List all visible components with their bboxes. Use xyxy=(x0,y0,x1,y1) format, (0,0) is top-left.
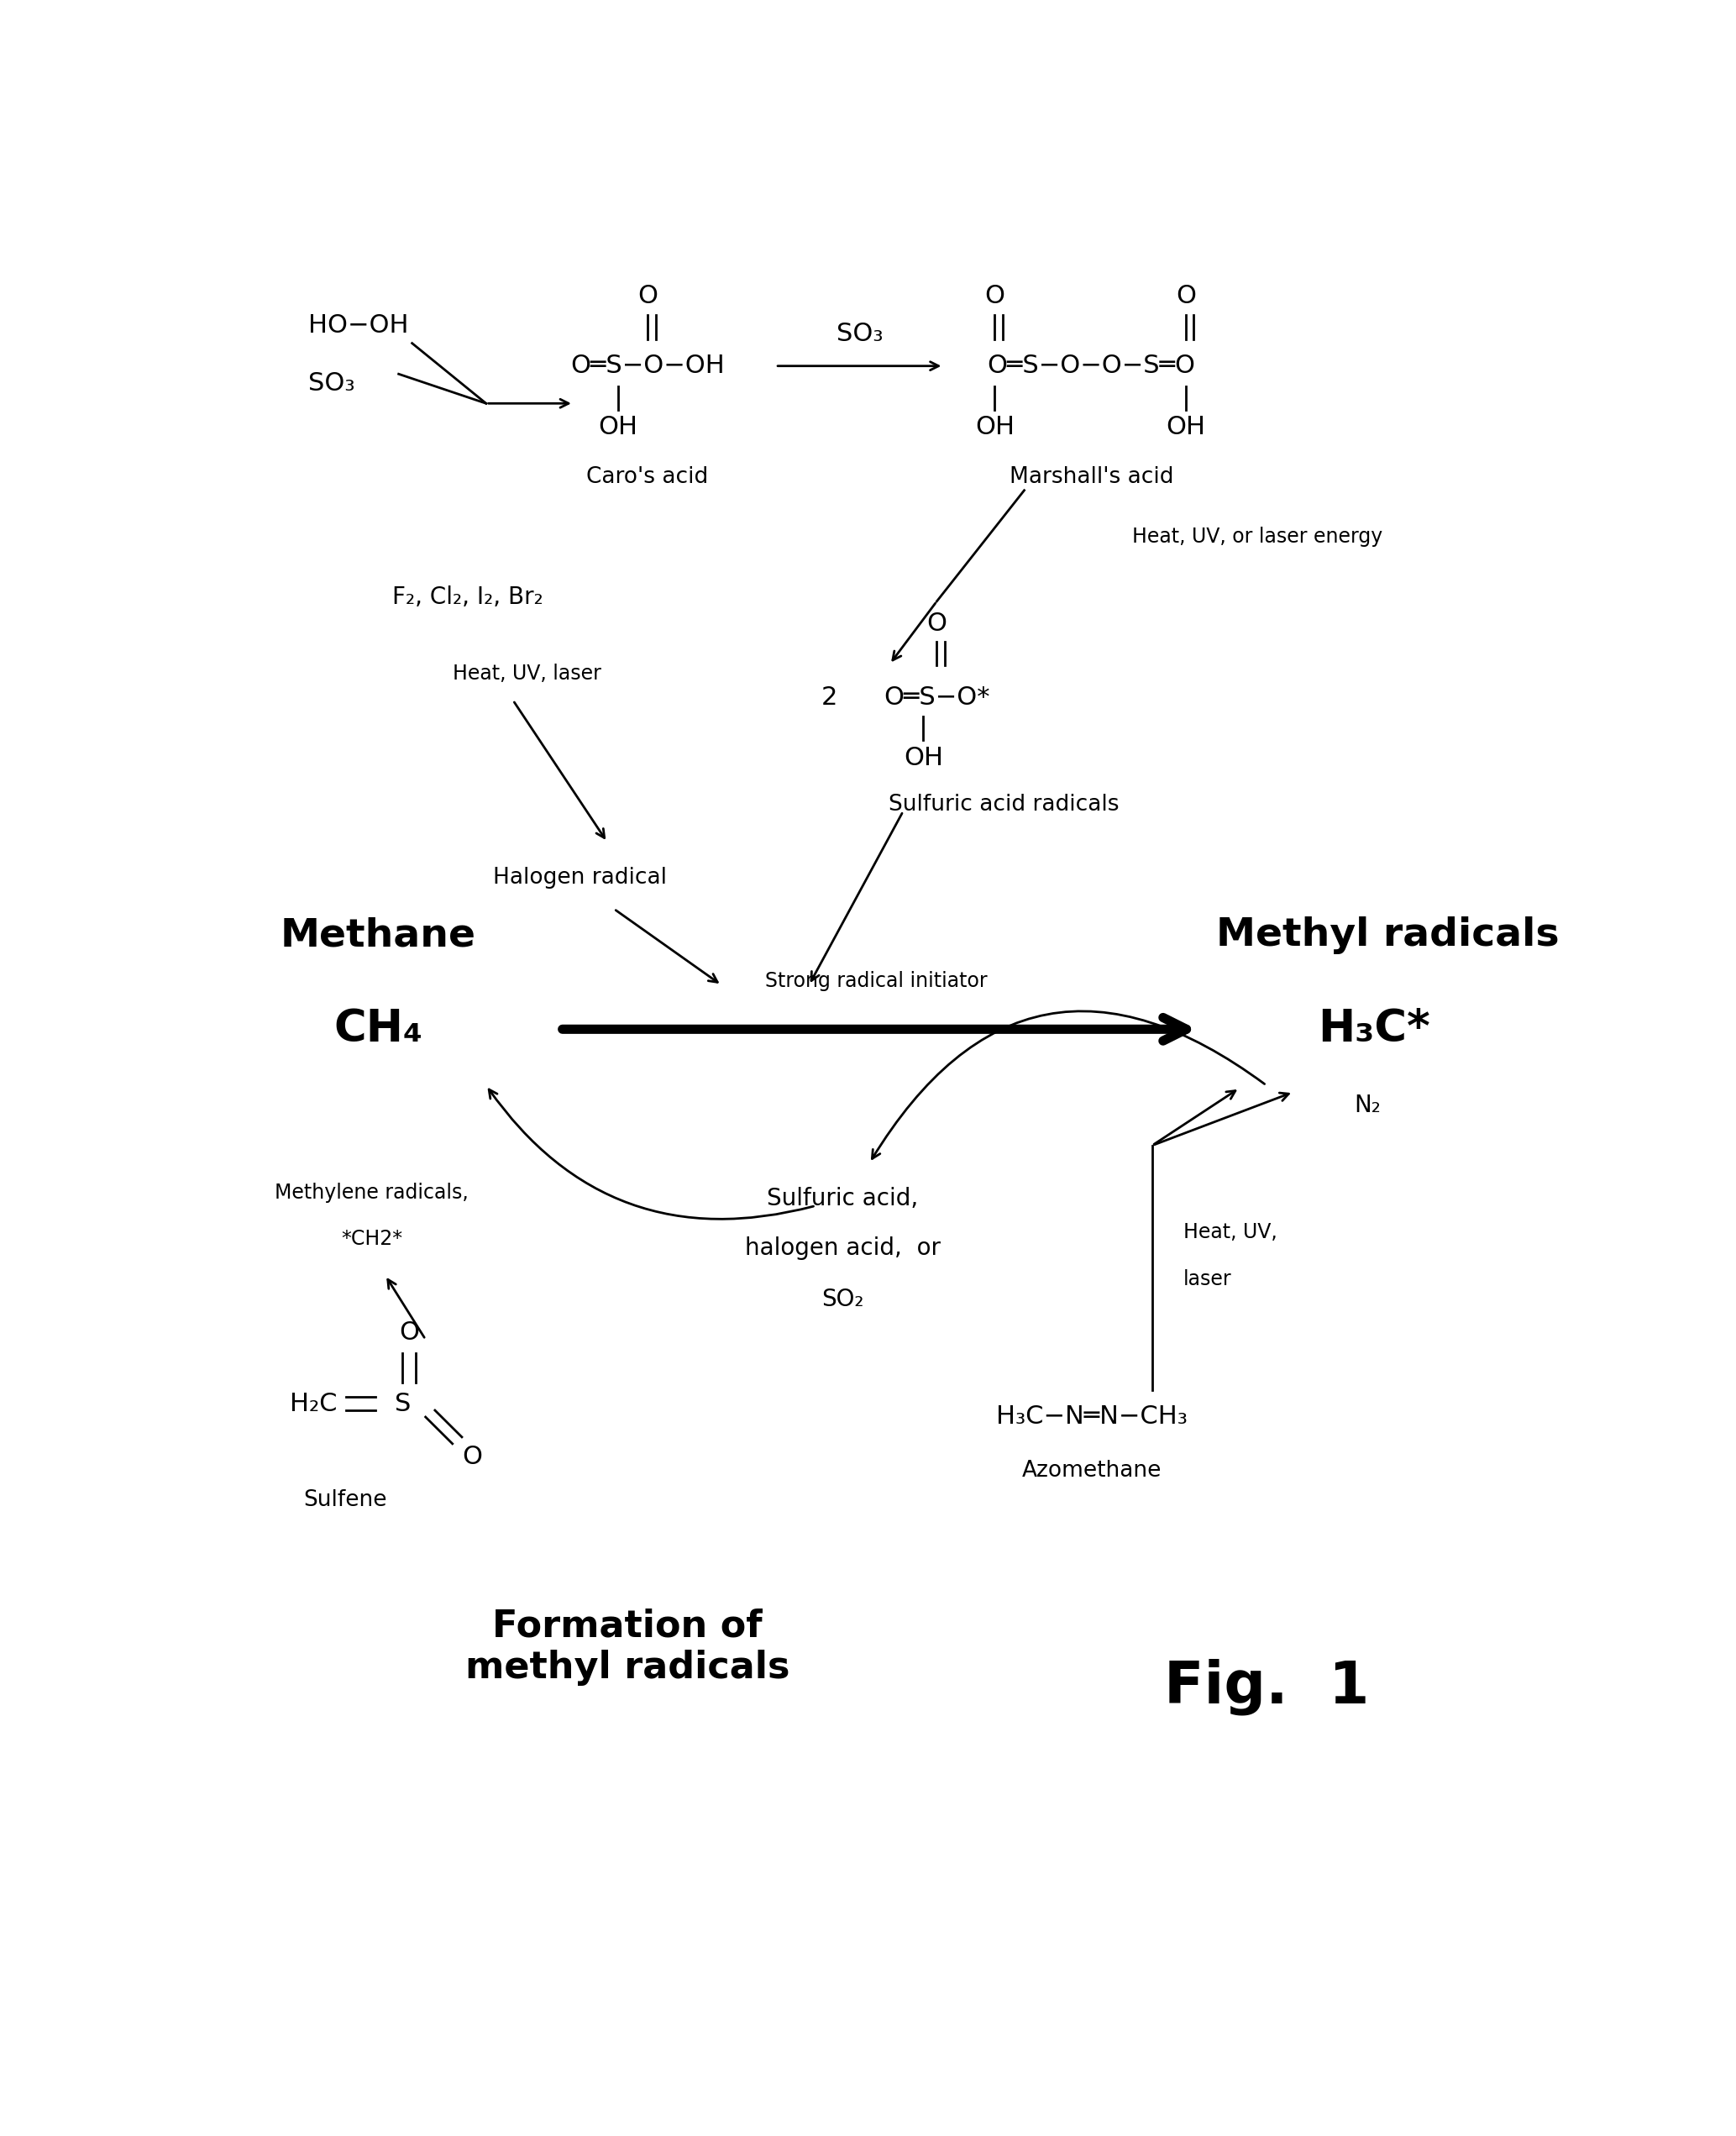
Text: laser: laser xyxy=(1182,1269,1231,1290)
Text: O: O xyxy=(399,1320,420,1346)
Text: O: O xyxy=(927,611,946,637)
Text: F₂, Cl₂, I₂, Br₂: F₂, Cl₂, I₂, Br₂ xyxy=(392,585,543,609)
Text: H₃C*: H₃C* xyxy=(1318,1008,1430,1051)
Text: OH: OH xyxy=(976,414,1014,440)
Text: OH: OH xyxy=(904,745,943,769)
Text: SO₃: SO₃ xyxy=(837,323,884,346)
Text: Methane: Methane xyxy=(281,916,476,955)
Text: OH: OH xyxy=(599,414,637,440)
Text: SO₃: SO₃ xyxy=(307,372,354,395)
Text: 2: 2 xyxy=(821,686,837,709)
Text: Heat, UV,: Heat, UV, xyxy=(1182,1222,1278,1243)
Text: Heat, UV, laser: Heat, UV, laser xyxy=(453,664,601,684)
Text: N₂: N₂ xyxy=(1354,1094,1380,1117)
Text: Heat, UV, or laser energy: Heat, UV, or laser energy xyxy=(1132,528,1382,547)
Text: O═S−O−OH: O═S−O−OH xyxy=(571,355,724,378)
Text: CH₄: CH₄ xyxy=(333,1008,424,1051)
Text: Formation of
methyl radicals: Formation of methyl radicals xyxy=(465,1608,790,1685)
Text: O═S−O−O−S═O: O═S−O−O−S═O xyxy=(988,355,1196,378)
Text: O: O xyxy=(1175,284,1196,308)
Text: S: S xyxy=(394,1391,411,1416)
Text: HO−OH: HO−OH xyxy=(307,314,408,337)
Text: O: O xyxy=(637,284,658,308)
Text: O: O xyxy=(984,284,1005,308)
Text: halogen acid,  or: halogen acid, or xyxy=(745,1237,941,1260)
Text: Halogen radical: Halogen radical xyxy=(493,867,667,889)
Text: Marshall's acid: Marshall's acid xyxy=(1009,466,1174,487)
Text: H₂C: H₂C xyxy=(290,1391,337,1416)
Text: Caro's acid: Caro's acid xyxy=(587,466,708,487)
Text: Fig.  1: Fig. 1 xyxy=(1163,1660,1370,1715)
Text: OH: OH xyxy=(1167,414,1205,440)
Text: SO₂: SO₂ xyxy=(821,1288,865,1312)
Text: Strong radical initiator: Strong radical initiator xyxy=(766,972,988,991)
Text: H₃C−N═N−CH₃: H₃C−N═N−CH₃ xyxy=(996,1405,1187,1429)
Text: Sulfuric acid,: Sulfuric acid, xyxy=(767,1188,918,1211)
Text: Methyl radicals: Methyl radicals xyxy=(1215,916,1559,955)
Text: O═S−O*: O═S−O* xyxy=(884,686,990,709)
Text: Azomethane: Azomethane xyxy=(1023,1459,1161,1482)
Text: Methylene radicals,: Methylene radicals, xyxy=(274,1181,469,1203)
Text: Sulfuric acid radicals: Sulfuric acid radicals xyxy=(889,795,1120,816)
Text: O: O xyxy=(462,1444,483,1470)
Text: *CH2*: *CH2* xyxy=(340,1228,403,1250)
Text: Sulfene: Sulfene xyxy=(304,1489,387,1510)
